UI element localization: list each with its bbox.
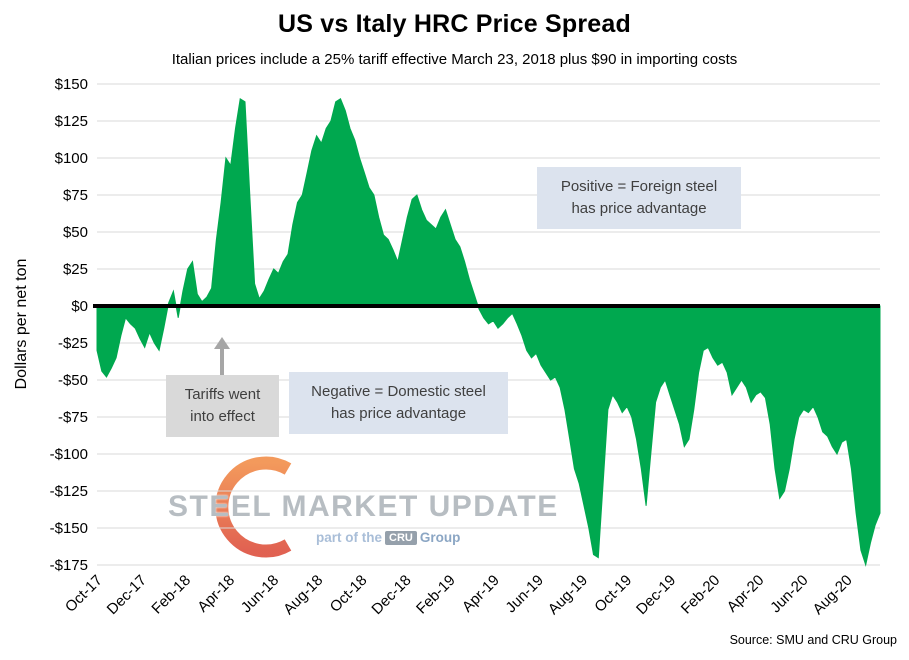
x-tick-label: Feb-20 — [678, 572, 724, 618]
negative-annotation-line1: Negative = Domestic steel — [311, 383, 486, 400]
tariff-arrow-icon — [214, 337, 230, 375]
x-tick-label: Aug-20 — [810, 572, 856, 618]
y-tick-label: -$100 — [50, 446, 88, 463]
x-tick-label: Oct-18 — [327, 572, 371, 616]
watermark-part-of-text: part of the — [316, 530, 382, 545]
x-tick-label: Aug-18 — [280, 572, 326, 618]
watermark-subline: part of the CRU Group — [316, 530, 460, 545]
negative-annotation-line2: has price advantage — [330, 404, 467, 422]
y-tick-label: -$175 — [50, 557, 88, 574]
chart-title: US vs Italy HRC Price Spread — [278, 10, 631, 38]
y-tick-label: -$50 — [58, 372, 88, 389]
x-tick-label: Jun-20 — [767, 572, 811, 616]
positive-annotation-line1: Positive = Foreign steel — [560, 178, 718, 195]
negative-annotation: Negative = Domestic steel has price adva… — [289, 372, 508, 434]
x-tick-label: Jun-19 — [502, 572, 546, 616]
y-tick-label: $75 — [63, 187, 88, 204]
x-tick-label: Jun-18 — [238, 572, 282, 616]
tariffs-annotation-line2: into effect — [190, 407, 255, 425]
y-tick-label: -$25 — [58, 335, 88, 352]
chart-subtitle: Italian prices include a 25% tariff effe… — [171, 51, 738, 68]
y-tick-label: $150 — [55, 76, 88, 93]
x-tick-label: Apr-18 — [194, 572, 238, 616]
y-tick-label: $25 — [63, 261, 88, 278]
x-tick-label: Dec-18 — [368, 572, 414, 618]
y-tick-label: -$125 — [50, 483, 88, 500]
area-series — [96, 97, 881, 567]
tariffs-annotation: Tariffs went into effect — [166, 375, 279, 437]
x-tick-label: Oct-19 — [591, 572, 635, 616]
x-tick-label: Aug-19 — [545, 572, 591, 618]
positive-annotation-line2: has price advantage — [571, 199, 707, 217]
x-tick-label: Oct-17 — [62, 572, 106, 616]
smu-watermark: STEEL MARKET UPDATE part of the CRU Group — [168, 452, 557, 566]
y-tick-label: $100 — [55, 150, 88, 167]
positive-annotation: Positive = Foreign steel has price advan… — [537, 167, 741, 229]
y-tick-label: $50 — [63, 224, 88, 241]
x-tick-label: Feb-19 — [413, 572, 459, 618]
x-tick-label: Dec-19 — [633, 572, 679, 618]
x-tick-label: Dec-17 — [104, 572, 150, 618]
y-tick-label: -$75 — [58, 409, 88, 426]
y-tick-label: -$150 — [50, 520, 88, 537]
y-tick-label: $0 — [71, 298, 88, 315]
x-tick-label: Apr-20 — [724, 572, 768, 616]
watermark-group-text: Group — [419, 530, 461, 545]
smu-crescent-icon — [215, 456, 292, 558]
watermark-title: STEEL MARKET UPDATE — [168, 490, 559, 523]
tariffs-annotation-line1: Tariffs went — [184, 386, 261, 403]
x-tick-label: Feb-18 — [148, 572, 194, 618]
y-tick-label: $125 — [55, 113, 88, 130]
source-note: Source: SMU and CRU Group — [729, 633, 897, 647]
x-tick-label: Apr-19 — [459, 572, 503, 616]
cru-logo: CRU — [385, 531, 417, 545]
